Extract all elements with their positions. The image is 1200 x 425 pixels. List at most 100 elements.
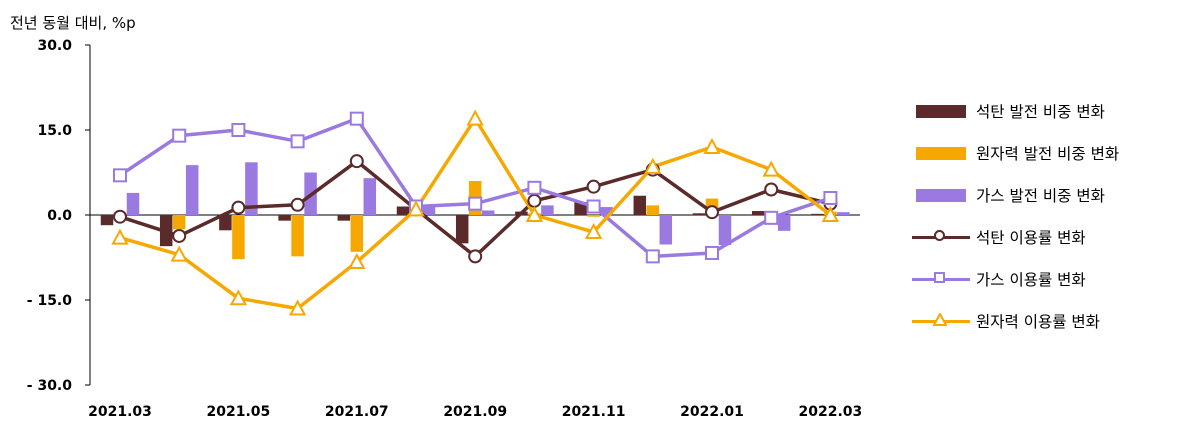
marker-nuclear-util [644,157,662,174]
marker-gas-util [231,123,246,137]
marker-coal-util [231,200,246,215]
legend-item-nuclear-util: 원자력 이용률 변화 [912,300,1197,342]
bar-coal-share [574,201,587,215]
marker-coal-util [290,197,305,212]
y-tick-label: 30.0 [37,38,72,54]
legend-item-nuclear-share: 원자력 발전 비중 변화 [912,132,1197,174]
bar-gas-share [363,178,377,215]
x-tick-label: 2021.05 [207,404,271,420]
bar-nuclear-share [350,215,364,252]
y-axis-unit-label: 전년 동월 대비, %p [10,14,136,32]
bar-gas-share [126,192,140,215]
legend-item-coal-share: 석탄 발전 비중 변화 [912,90,1197,132]
legend-label-nuclear-share: 원자력 발전 비중 변화 [976,145,1120,163]
legend: 석탄 발전 비중 변화 원자력 발전 비중 변화 가스 발전 비중 변화 석탄 … [912,90,1197,342]
marker-nuclear-util [229,289,248,306]
y-tick-label: 15.0 [37,123,72,139]
legend-label-nuclear-util: 원자력 이용률 변화 [976,313,1100,331]
bar-gas-share [481,210,495,215]
bar-nuclear-share [232,215,245,260]
marker-nuclear-util [584,222,603,239]
marker-nuclear-util [348,252,366,270]
marker-nuclear-util [111,228,129,245]
bar-coal-share [396,206,410,215]
marker-gas-util [172,128,187,143]
marker-gas-util [823,191,838,205]
marker-coal-util [586,179,601,194]
marker-nuclear-util [288,299,307,316]
marker-gas-util [468,196,483,211]
marker-gas-util [705,245,719,260]
marker-nuclear-util [821,205,840,222]
bar-nuclear-share [291,215,304,257]
bar-gas-share [185,165,199,215]
y-tick-label: 0.0 [47,208,72,224]
bar-gas-share [659,215,673,245]
triangle-marker-icon [933,313,947,326]
bar-coal-share [337,215,351,221]
marker-gas-util [586,199,601,214]
x-tick-label: 2021.03 [88,404,152,420]
circle-marker-icon [934,230,945,241]
marker-nuclear-util [407,200,425,217]
bar-coal-share [633,195,647,215]
marker-gas-util [349,111,364,126]
legend-swatch-coal-share [912,100,970,122]
x-tick-label: 2022.01 [680,404,744,420]
bar-gas-share [718,215,732,246]
y-tick-label: - 30.0 [27,378,72,394]
x-tick-label: 2022.03 [799,404,863,420]
y-tick-label: - 15.0 [27,293,72,309]
bar-coal-share [455,215,469,244]
marker-nuclear-util [466,109,484,126]
square-marker-icon [934,272,945,283]
legend-item-gas-share: 가스 발전 비중 변화 [912,174,1197,216]
bar-gas-share [541,205,554,215]
marker-gas-util [113,168,127,183]
bar-gas-share [777,215,791,231]
bar-coal-share [278,215,291,221]
marker-coal-util [705,205,719,220]
marker-nuclear-util [525,205,544,222]
marker-gas-util [645,249,660,264]
bar-nuclear-share [646,205,660,215]
bar-gas-share [245,162,258,215]
legend-label-coal-util: 석탄 이용률 변화 [976,229,1086,247]
marker-coal-util [764,182,779,197]
legend-item-coal-util: 석탄 이용률 변화 [912,216,1197,258]
marker-nuclear-util [170,245,188,262]
bar-coal-share [811,213,824,215]
legend-label-coal-share: 석탄 발전 비중 변화 [976,103,1105,121]
marker-coal-util [349,154,364,169]
legend-swatch-gas-share [912,184,970,206]
legend-swatch-nuclear-share [912,142,970,164]
bar-gas-share [600,207,613,215]
legend-swatch-nuclear-util [912,310,970,332]
x-tick-label: 2021.07 [325,404,389,420]
legend-swatch-gas-util [912,268,970,290]
bar-gas-share [422,205,436,215]
marker-coal-util [527,193,542,208]
legend-item-gas-util: 가스 이용률 변화 [912,258,1197,300]
marker-nuclear-util [703,137,721,154]
bar-coal-share [219,215,232,231]
marker-gas-util [290,134,305,149]
bar-nuclear-share [172,215,186,230]
legend-label-gas-share: 가스 발전 비중 변화 [976,187,1105,205]
bar-gas-share [837,212,850,215]
x-tick-label: 2021.11 [562,404,626,420]
marker-gas-util [527,180,542,195]
bar-coal-share [100,215,114,226]
marker-gas-util [764,210,779,225]
legend-swatch-coal-util [912,226,970,248]
marker-nuclear-util [762,160,780,177]
bar-coal-share [751,211,765,215]
marker-coal-util [468,249,483,264]
bar-coal-share [692,213,706,215]
marker-coal-util [113,209,127,224]
marker-coal-util [172,228,187,243]
legend-label-gas-util: 가스 이용률 변화 [976,271,1086,289]
bar-nuclear-share [587,215,600,217]
